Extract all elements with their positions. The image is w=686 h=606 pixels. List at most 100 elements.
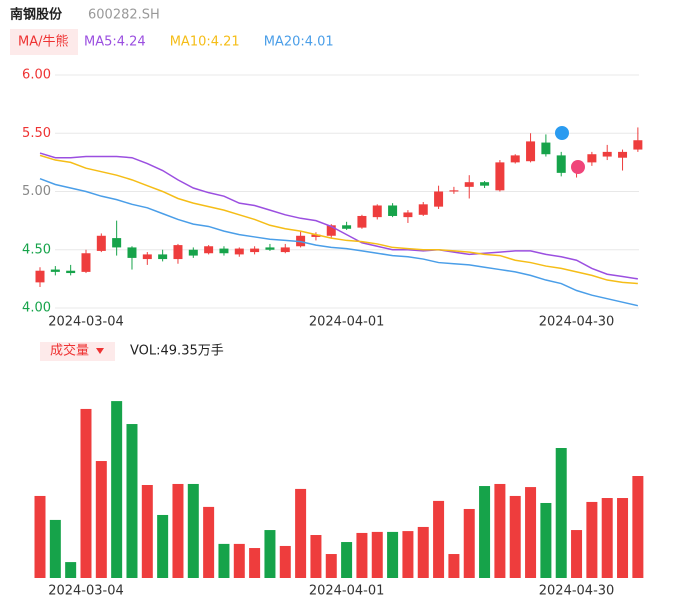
candle-body <box>587 154 597 163</box>
volume-bar <box>203 506 215 578</box>
candle-body <box>234 248 244 255</box>
candle-body <box>480 182 490 186</box>
x-tick-label: 2024-04-30 <box>539 315 615 330</box>
x-tick-label: 2024-03-04 <box>48 584 124 599</box>
volume-bar <box>494 483 506 578</box>
volume-bar <box>34 495 46 578</box>
candle-body <box>495 162 505 191</box>
candle-body <box>342 225 352 229</box>
volume-bar <box>157 514 169 578</box>
ma-line <box>39 177 639 307</box>
volume-bar <box>341 542 353 578</box>
y-tick-label: 4.50 <box>22 242 51 257</box>
volume-bar <box>417 526 429 578</box>
candle-body <box>418 204 428 215</box>
volume-bar <box>387 531 399 578</box>
volume-bar <box>325 554 337 578</box>
volume-badge-bg[interactable] <box>40 342 115 361</box>
y-tick-label: 5.50 <box>22 126 51 141</box>
y-tick-label: 4.00 <box>22 301 51 316</box>
max-marker <box>555 126 569 140</box>
volume-bar <box>448 554 460 578</box>
candle-body <box>541 142 551 155</box>
volume-bar <box>601 498 613 578</box>
volume-label: VOL:49.35万手 <box>130 344 224 359</box>
candle-body <box>464 182 474 187</box>
volume-bar <box>371 531 383 578</box>
volume-bar <box>249 548 261 578</box>
volume-bar <box>402 531 414 578</box>
candle-body <box>158 254 168 260</box>
candle-body <box>602 151 612 157</box>
volume-bar <box>126 424 138 578</box>
y-tick-label: 6.00 <box>22 68 51 83</box>
ma-badge-bg[interactable] <box>10 29 78 55</box>
volume-bar <box>172 483 184 578</box>
candle-body <box>81 253 91 272</box>
candle-body <box>526 141 536 162</box>
ma-line <box>39 152 638 280</box>
min-marker <box>571 160 585 174</box>
candle-body <box>618 151 628 158</box>
volume-bar <box>310 535 322 578</box>
volume-bar <box>617 498 629 578</box>
legend-entry: MA10:4.21 <box>170 35 240 50</box>
candle-body <box>250 248 260 253</box>
candle-body <box>434 191 444 207</box>
volume-bar <box>80 408 92 578</box>
legend-entry: MA5:4.24 <box>84 35 146 50</box>
volume-bar <box>279 545 291 578</box>
volume-bar <box>509 495 521 578</box>
volume-bar <box>540 502 552 578</box>
volume-bar <box>187 483 199 578</box>
x-tick-label: 2024-04-01 <box>309 315 385 330</box>
candle-body <box>66 270 76 274</box>
volume-bar <box>356 532 368 578</box>
volume-bar <box>479 486 491 578</box>
y-tick-label: 5.00 <box>22 184 51 199</box>
candle-body <box>311 234 321 237</box>
candle-body <box>388 205 398 216</box>
candle-body <box>219 248 229 254</box>
candle-body <box>96 235 106 251</box>
candle-body <box>265 247 275 250</box>
candle-body <box>510 155 520 163</box>
volume-bar <box>525 487 537 578</box>
candle-body <box>633 140 643 150</box>
volume-bar <box>586 501 598 578</box>
volume-bar <box>95 461 107 578</box>
volume-bar <box>463 508 475 578</box>
ma-line <box>39 154 638 285</box>
stock-code: 600282.SH <box>88 8 160 23</box>
candle-body <box>326 225 336 236</box>
volume-bar <box>233 543 245 578</box>
candle-body <box>280 247 290 253</box>
x-tick-label: 2024-04-01 <box>309 584 385 599</box>
candle-body <box>188 249 198 256</box>
volume-bar <box>632 476 644 578</box>
x-tick-label: 2024-03-04 <box>48 315 124 330</box>
candle-body <box>50 269 60 272</box>
volume-badge[interactable]: 成交量 <box>50 343 89 359</box>
volume-bar <box>111 401 123 578</box>
candle-body <box>449 190 459 192</box>
x-tick-label: 2024-04-30 <box>539 584 615 599</box>
candle-body <box>35 270 45 283</box>
candle-body <box>204 246 214 254</box>
candle-body <box>127 247 137 258</box>
stock-name: 南钢股份 <box>10 7 63 23</box>
candle-body <box>112 238 122 248</box>
volume-bar <box>264 530 276 578</box>
volume-bar <box>65 562 77 578</box>
volume-bar <box>49 519 61 578</box>
ma-badge[interactable]: MA/牛熊 <box>18 34 69 50</box>
volume-bar <box>433 500 445 578</box>
dropdown-arrow[interactable] <box>96 348 104 354</box>
candle-body <box>173 245 183 260</box>
candle-body <box>357 215 367 228</box>
volume-bar <box>555 448 567 578</box>
candle-body <box>142 254 152 260</box>
legend-entry: MA20:4.01 <box>264 35 334 50</box>
volume-bar <box>295 488 307 578</box>
